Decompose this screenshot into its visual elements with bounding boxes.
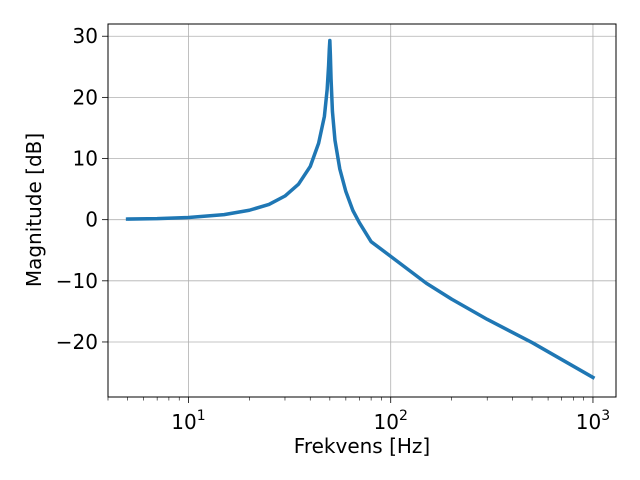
magnitude-series-line: [125, 38, 596, 380]
plot-frame: [107, 23, 617, 398]
y-tick-label: 10: [73, 147, 98, 171]
x-tick-label: 101: [171, 408, 205, 434]
x-tick-label: 103: [576, 408, 610, 434]
y-tick-label: −20: [56, 330, 98, 354]
x-tick-label: 102: [374, 408, 408, 434]
y-tick-label: 0: [85, 208, 98, 232]
y-tick-label: −10: [56, 269, 98, 293]
y-axis-label: Magnitude [dB]: [22, 133, 46, 287]
y-axis-ticks: 30 20 10 0 −10 −20: [56, 24, 108, 354]
series-layer: [125, 38, 596, 380]
x-axis-label: Frekvens [Hz]: [294, 434, 430, 458]
y-tick-label: 30: [73, 24, 98, 48]
x-axis-ticks: 101 102 103: [107, 397, 610, 434]
y-tick-label: 20: [73, 85, 98, 109]
grid: [108, 24, 616, 397]
